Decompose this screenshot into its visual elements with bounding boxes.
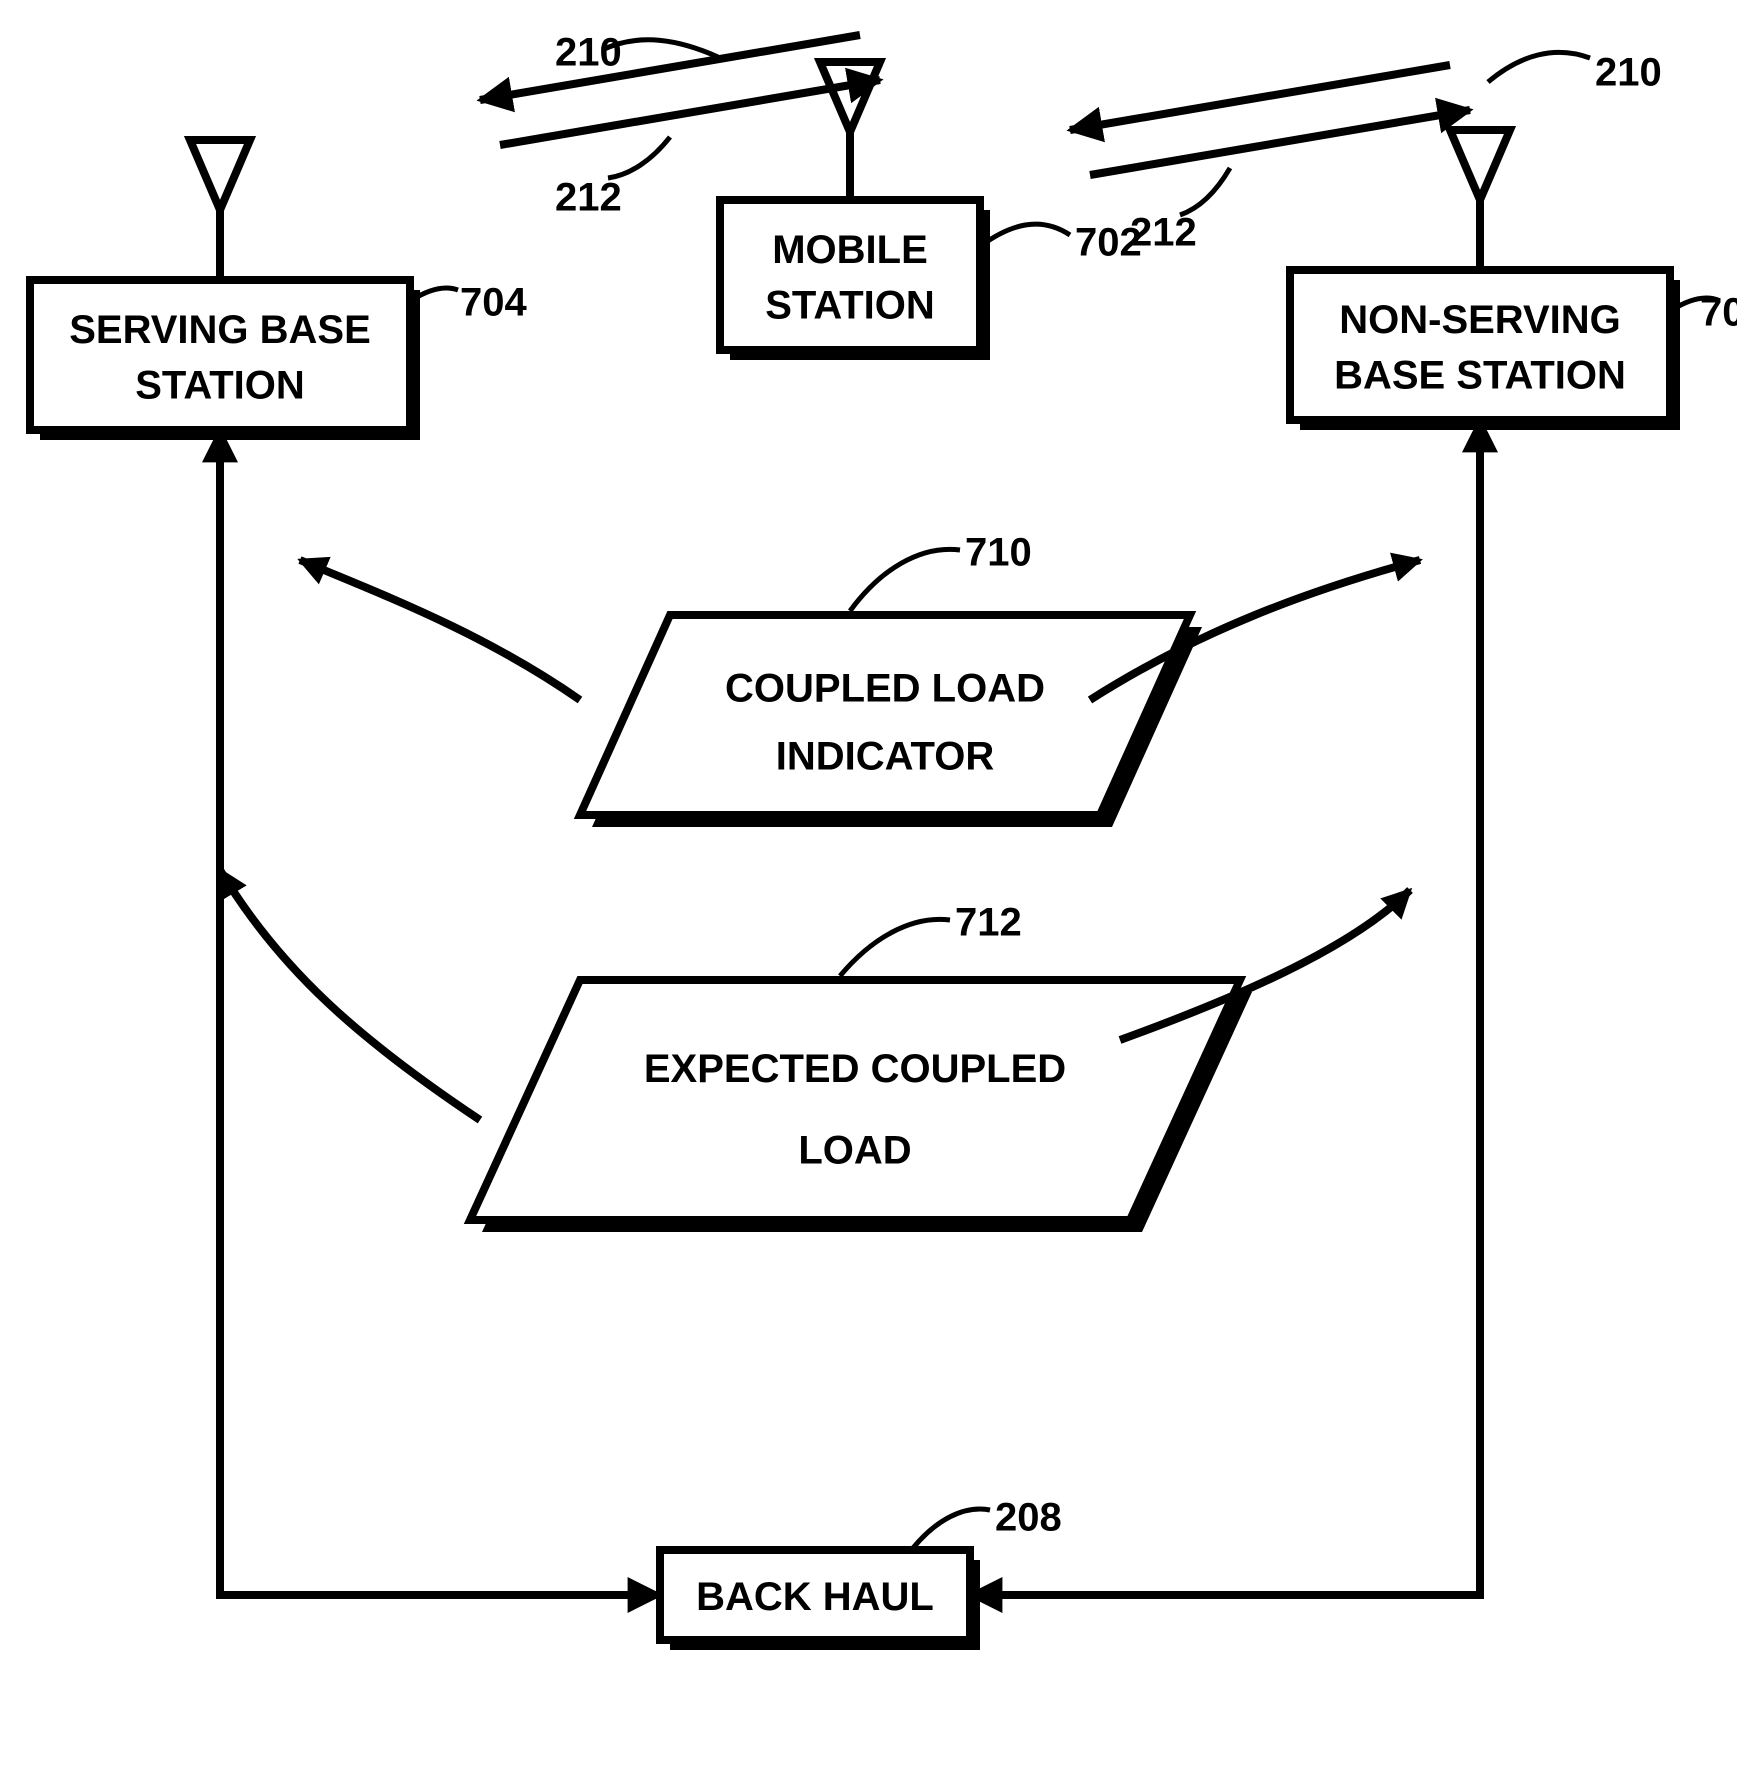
svg-text:SERVING BASE: SERVING BASE bbox=[69, 308, 371, 352]
ref-coupled.ref: 710 bbox=[965, 531, 1032, 575]
backhaul: BACK HAUL bbox=[660, 1550, 980, 1650]
svg-text:NON-SERVING: NON-SERVING bbox=[1339, 298, 1621, 342]
mobile: MOBILE STATION bbox=[720, 62, 990, 360]
ref-wireless.right.refBot: 212 bbox=[1130, 211, 1197, 255]
leader-w_left_bot bbox=[608, 137, 670, 178]
svg-text:COUPLED LOAD: COUPLED LOAD bbox=[725, 667, 1045, 711]
serving: SERVING BASE STATION bbox=[30, 140, 420, 440]
svg-text:STATION: STATION bbox=[765, 284, 935, 328]
svg-text:MOBILE: MOBILE bbox=[772, 228, 928, 272]
leader-serving bbox=[412, 288, 458, 300]
ref-wireless.left.refBot: 212 bbox=[555, 176, 622, 220]
svg-text:EXPECTED COUPLED: EXPECTED COUPLED bbox=[644, 1047, 1066, 1091]
svg-text:STATION: STATION bbox=[135, 364, 305, 408]
leader-backhaul bbox=[913, 1509, 990, 1548]
leader-coupled bbox=[850, 549, 960, 611]
svg-text:INDICATOR: INDICATOR bbox=[776, 735, 995, 779]
leader-expected bbox=[840, 919, 950, 976]
ref-backhaul.ref: 208 bbox=[995, 1496, 1062, 1540]
coupled: COUPLED LOAD INDICATOR bbox=[580, 615, 1202, 827]
svg-text:BASE STATION: BASE STATION bbox=[1334, 354, 1626, 398]
leader-w_right_top bbox=[1488, 52, 1590, 82]
svg-text:BACK HAUL: BACK HAUL bbox=[696, 1575, 934, 1619]
ref-wireless.left.refTop: 210 bbox=[555, 31, 622, 75]
ref-expected.ref: 712 bbox=[955, 901, 1022, 945]
antenna-icon bbox=[190, 140, 250, 210]
antenna-icon bbox=[1450, 130, 1510, 200]
nonserving: NON-SERVING BASE STATION bbox=[1290, 130, 1680, 430]
arc-cli_left bbox=[300, 560, 580, 700]
arc-ecl_left bbox=[220, 870, 480, 1120]
antenna-icon bbox=[820, 62, 880, 132]
wireless-left bbox=[480, 35, 880, 145]
wireless-right bbox=[1070, 65, 1470, 175]
ref-serving.ref: 704 bbox=[460, 281, 527, 325]
svg-text:LOAD: LOAD bbox=[798, 1128, 911, 1172]
expected: EXPECTED COUPLED LOAD bbox=[470, 980, 1252, 1232]
ref-wireless.right.refTop: 210 bbox=[1595, 51, 1662, 95]
leader-w_right_bot bbox=[1180, 168, 1230, 215]
ref-nonserving.ref: 706 bbox=[1700, 291, 1737, 335]
leader-mobile bbox=[982, 224, 1070, 245]
